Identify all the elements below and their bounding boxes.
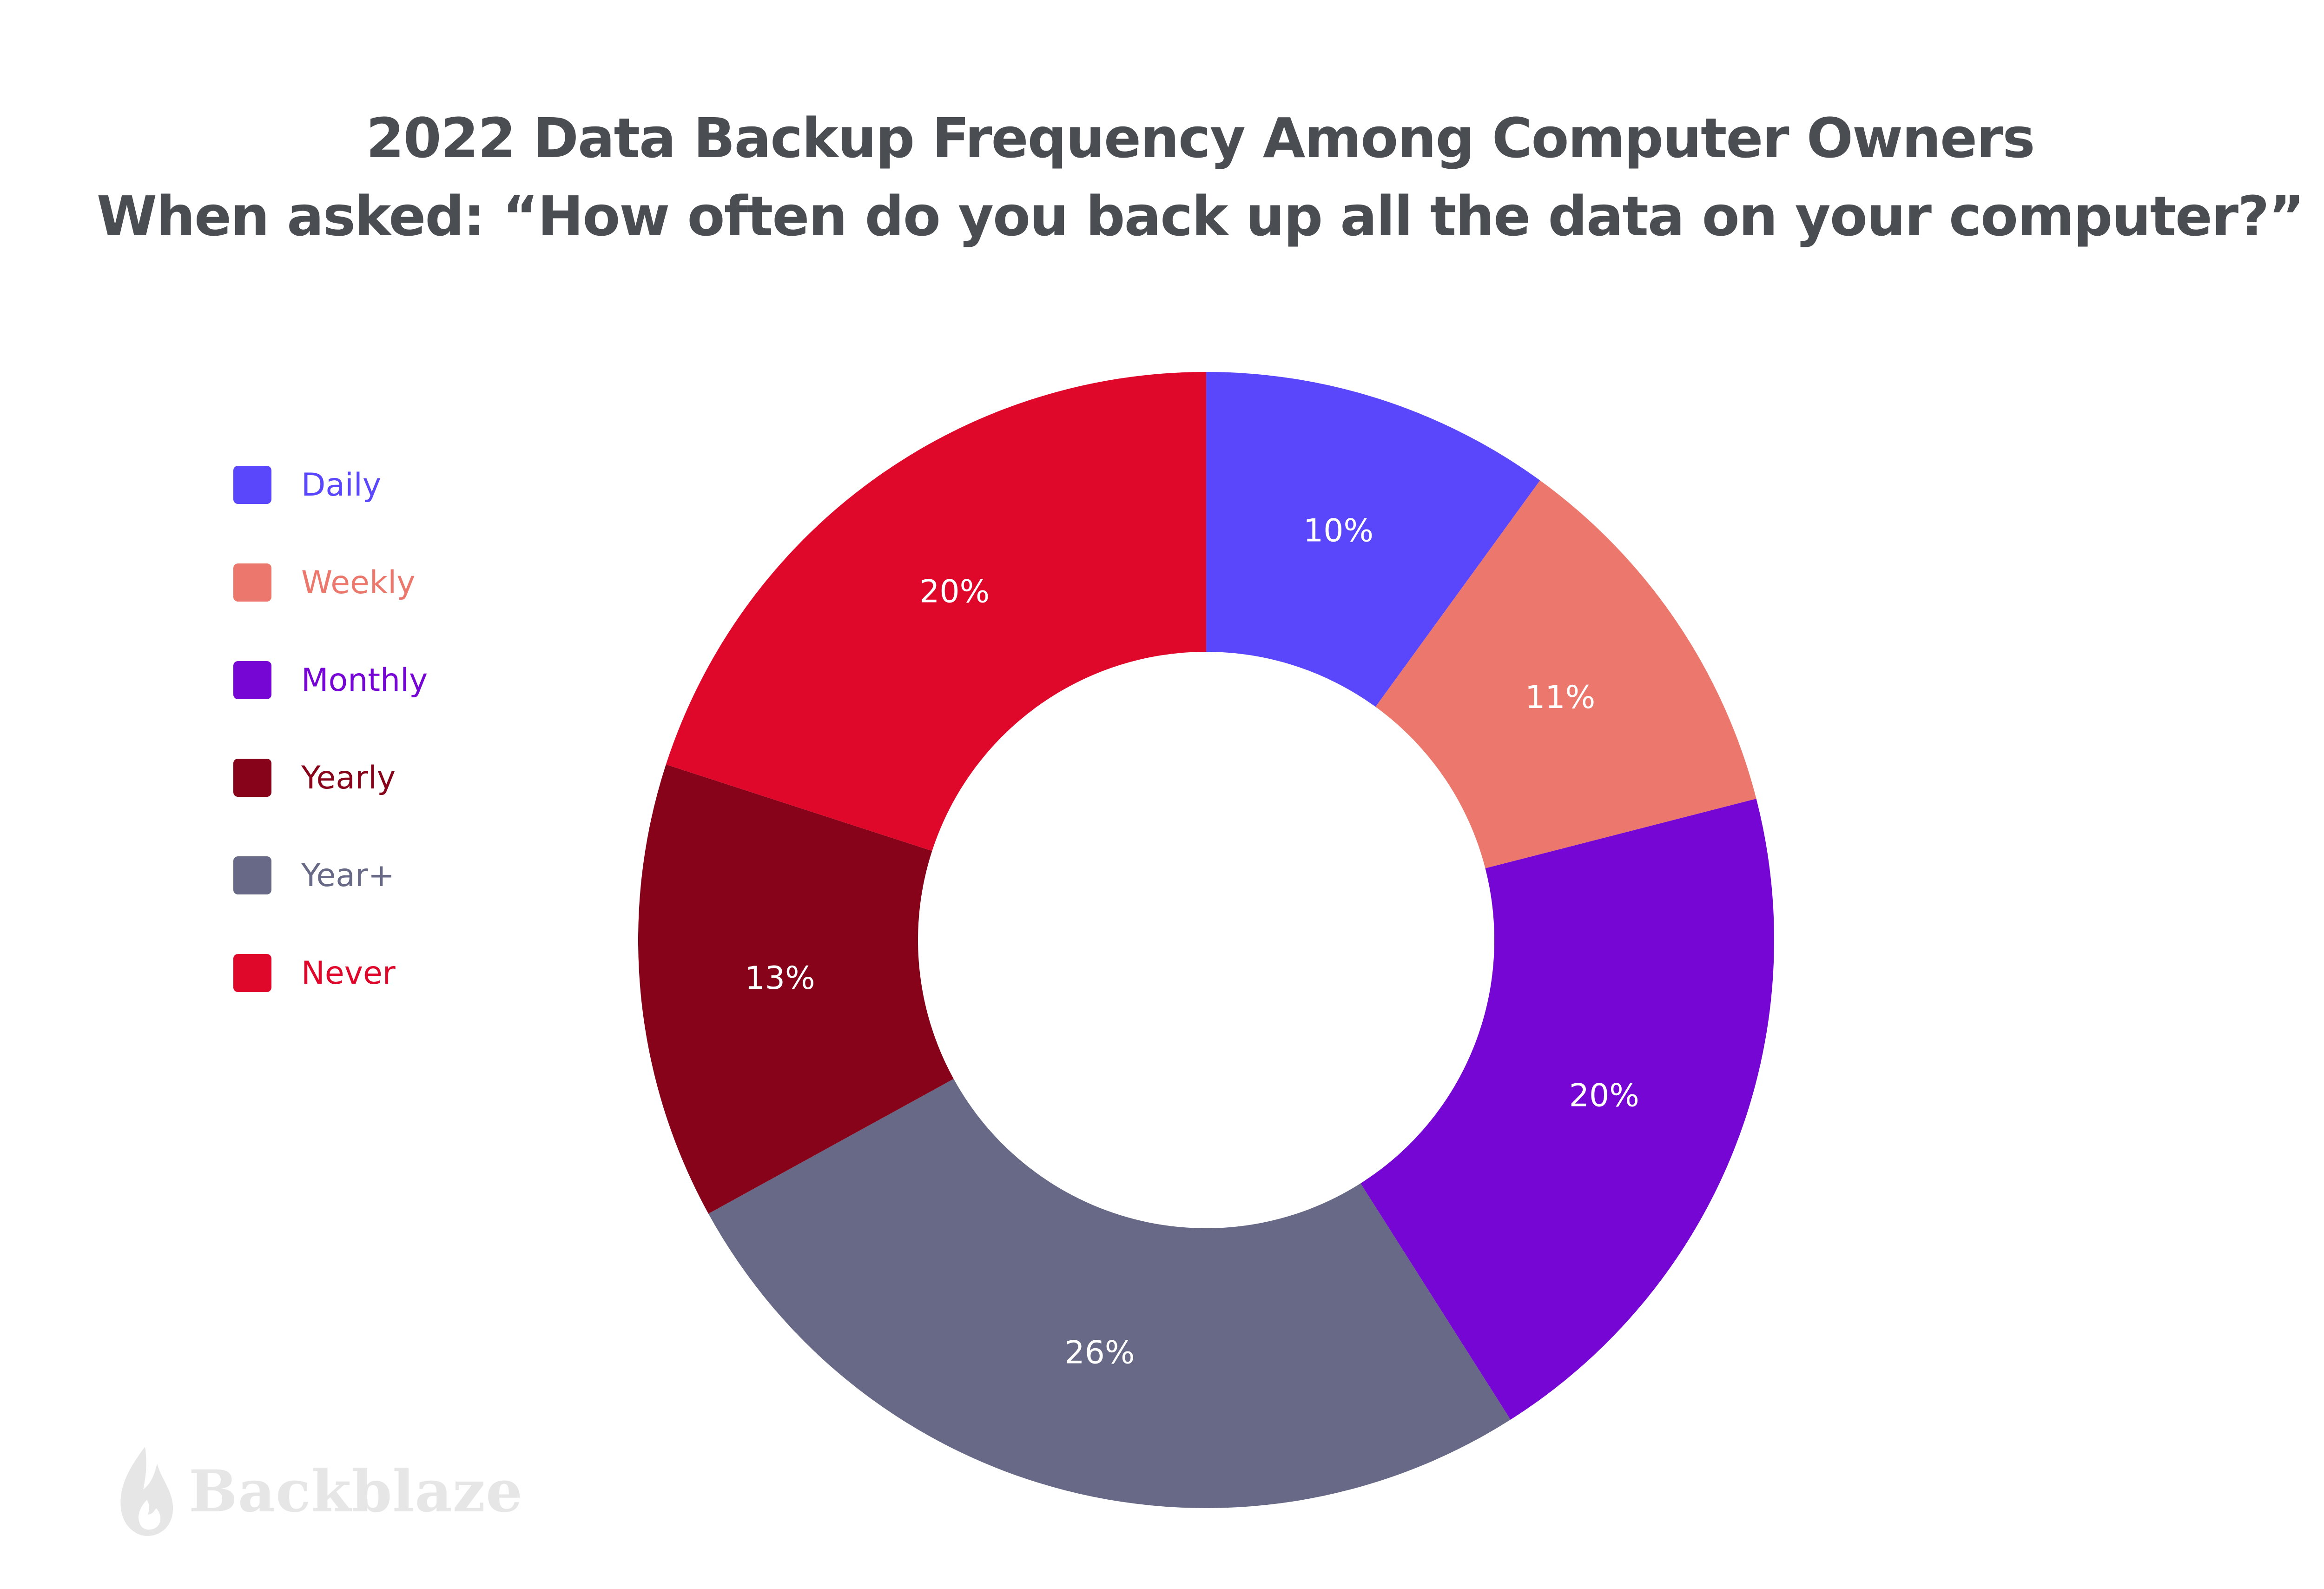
legend-label-monthly: Monthly (301, 662, 428, 699)
slice-weekly (1375, 480, 1756, 868)
legend-item-monthly: Monthly (233, 659, 428, 701)
slice-daily (1206, 372, 1540, 707)
slice-monthly (1360, 799, 1774, 1420)
chart-title: 2022 Data Backup Frequency Among Compute… (366, 106, 2035, 170)
legend-label-year-plus: Year+ (301, 857, 395, 894)
slice-never (666, 372, 1206, 851)
legend-label-weekly: Weekly (301, 564, 416, 601)
legend-label-daily: Daily (301, 466, 382, 503)
chart-legend: Daily Weekly Monthly Yearly Year+ Never (233, 464, 428, 1050)
flame-icon (120, 1447, 173, 1536)
chart-subtitle: When asked: “How often do you back up al… (96, 184, 2304, 248)
slice-year-plus (708, 1079, 1511, 1508)
legend-swatch-monthly (233, 661, 271, 699)
legend-swatch-never (233, 954, 271, 992)
slice-label-yearly: 13% (745, 960, 815, 997)
donut-slice-labels: 10% 11% 20% 26% 13% 20% (745, 513, 1639, 1371)
brand-logo: Backblaze (116, 1445, 523, 1538)
legend-label-never: Never (301, 954, 396, 992)
slice-label-daily: 10% (1303, 513, 1373, 550)
slice-label-never: 20% (919, 573, 990, 610)
legend-swatch-weekly (233, 563, 271, 602)
legend-swatch-year-plus (233, 856, 271, 894)
legend-swatch-yearly (233, 759, 271, 797)
legend-swatch-daily (233, 466, 271, 504)
slice-label-year-plus: 26% (1064, 1335, 1135, 1371)
legend-item-yearly: Yearly (233, 757, 428, 799)
donut-slices (638, 372, 1774, 1508)
legend-item-daily: Daily (233, 464, 428, 506)
legend-item-weekly: Weekly (233, 562, 428, 603)
brand-name: Backblaze (189, 1457, 523, 1525)
legend-label-yearly: Yearly (301, 759, 396, 796)
legend-item-year-plus: Year+ (233, 854, 428, 896)
slice-yearly (638, 764, 954, 1214)
slice-label-weekly: 11% (1525, 679, 1595, 716)
slice-label-monthly: 20% (1569, 1078, 1639, 1114)
legend-item-never: Never (233, 952, 428, 994)
